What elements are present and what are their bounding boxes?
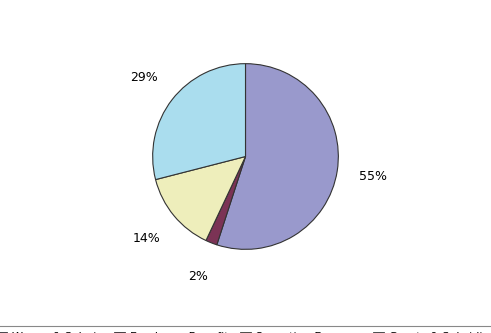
Text: 2%: 2% — [188, 270, 208, 283]
Text: 29%: 29% — [130, 71, 158, 84]
Text: 14%: 14% — [132, 232, 160, 245]
Wedge shape — [156, 157, 246, 240]
Wedge shape — [217, 64, 338, 249]
Wedge shape — [153, 64, 246, 179]
Legend: Wages & Salaries, Employee Benefits, Operating Expenses, Grants & Subsidies: Wages & Salaries, Employee Benefits, Ope… — [0, 326, 491, 333]
Text: 55%: 55% — [359, 170, 387, 183]
Wedge shape — [206, 157, 246, 245]
